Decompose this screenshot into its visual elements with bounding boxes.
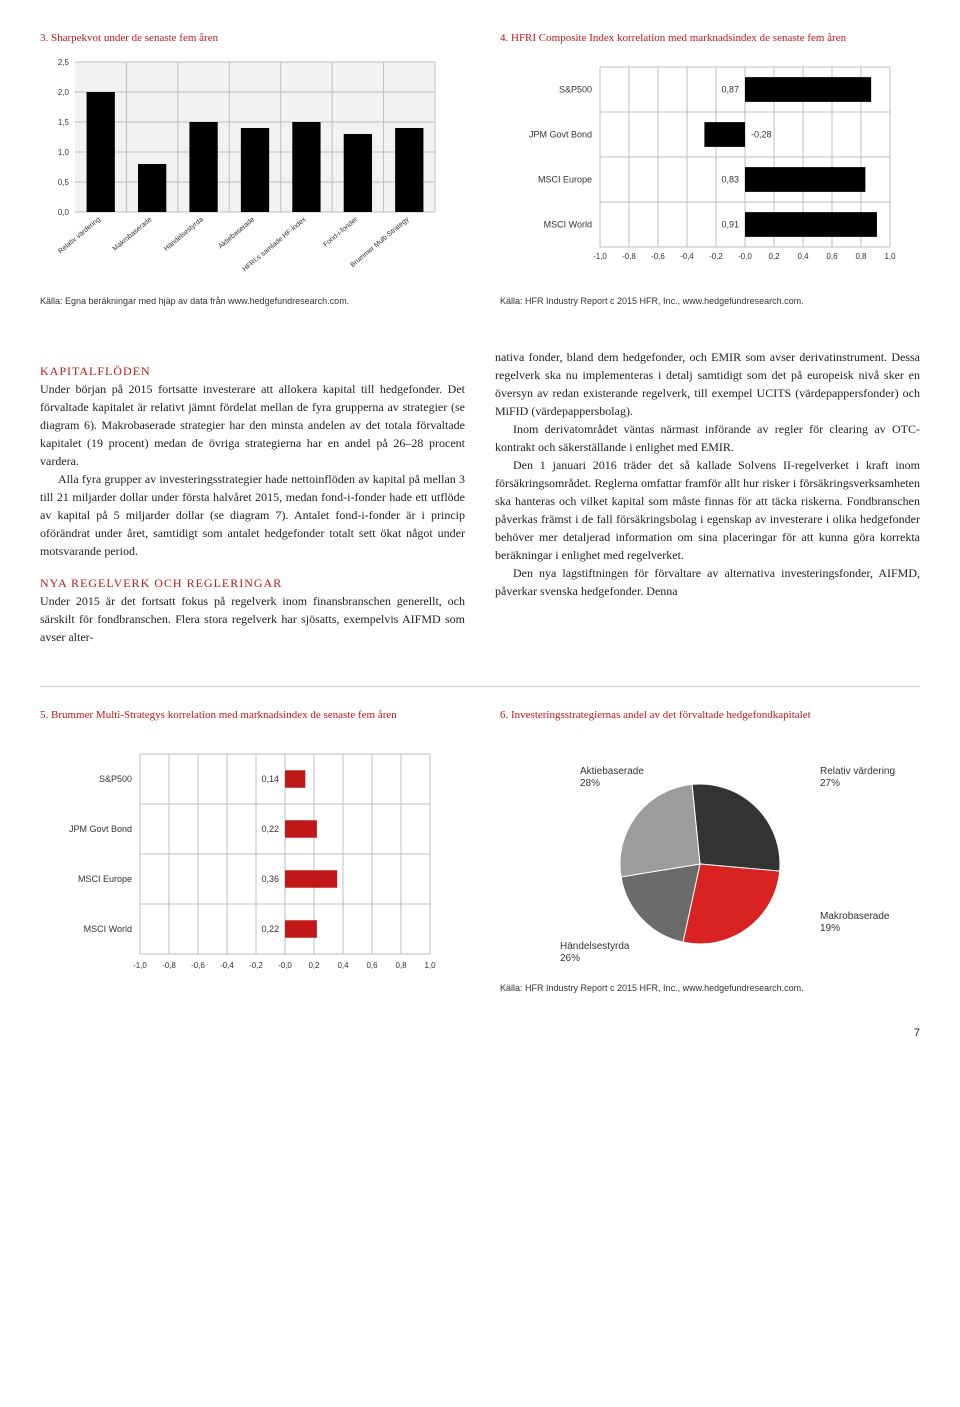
svg-text:-0,4: -0,4 [680,252,694,261]
svg-text:Händelsestyrda: Händelsestyrda [560,941,630,952]
svg-text:26%: 26% [560,953,580,964]
svg-text:1,0: 1,0 [58,148,70,157]
svg-text:19%: 19% [820,923,840,934]
chart4-svg: -1,0 -0,8 -0,6 -0,4 -0,2 -0,0 0,2 0,4 0,6 0,8 1,0 S… [500,57,910,287]
svg-text:Makrobaserade: Makrobaserade [112,216,154,253]
svg-text:Relativ värdering: Relativ värdering [820,766,895,777]
svg-text:-0,0: -0,0 [278,961,292,970]
body-para-2: Alla fyra grupper av investeringsstrateg… [40,470,465,560]
svg-text:Händelsestyrda: Händelsestyrda [163,216,205,253]
svg-text:1,5: 1,5 [58,118,70,127]
svg-text:-1,0: -1,0 [133,961,147,970]
svg-text:1,0: 1,0 [884,252,896,261]
svg-text:Aktiebaserade: Aktiebaserade [217,216,256,250]
svg-text:0,22: 0,22 [261,824,279,834]
svg-text:0,5: 0,5 [58,178,70,187]
svg-text:2,0: 2,0 [58,88,70,97]
svg-text:-0,6: -0,6 [191,961,205,970]
svg-text:0,2: 0,2 [308,961,320,970]
svg-text:0,87: 0,87 [721,84,739,94]
svg-text:JPM Govt Bond: JPM Govt Bond [529,129,592,139]
svg-text:0,6: 0,6 [366,961,378,970]
svg-text:-0,8: -0,8 [622,252,636,261]
svg-text:-1,0: -1,0 [593,252,607,261]
svg-text:0,2: 0,2 [768,252,780,261]
body-para-7: Den nya lagstiftningen för förvaltare av… [495,564,920,600]
svg-text:Relativ värdering: Relativ värdering [57,216,102,255]
svg-text:MSCI Europe: MSCI Europe [78,874,132,884]
svg-text:0,22: 0,22 [261,924,279,934]
svg-text:27%: 27% [820,778,840,789]
svg-text:0,4: 0,4 [337,961,349,970]
svg-text:0,83: 0,83 [721,174,739,184]
svg-text:MSCI World: MSCI World [84,924,132,934]
svg-text:0,91: 0,91 [721,219,739,229]
svg-text:-0,2: -0,2 [249,961,263,970]
body-para-1: Under början på 2015 fortsatte investera… [40,380,465,470]
svg-text:0,6: 0,6 [826,252,838,261]
svg-text:MSCI World: MSCI World [544,219,592,229]
chart6-svg: Aktiebaserade28% Relativ värdering27% Makr… [500,734,910,974]
chart5-svg: -1,0 -0,8 -0,6 -0,4 -0,2 -0,0 0,2 0,4 0,6 0,8 1,0 S… [40,734,450,994]
svg-text:0,8: 0,8 [395,961,407,970]
heading-kapitalfloden: KAPITALFLÖDEN [40,362,465,380]
chart5-title: 5. Brummer Multi-Strategys korrelation m… [40,707,460,724]
chart3-svg: 0,0 0,5 1,0 1,5 2,0 2,5 Relativ värdering Makro… [40,57,450,287]
chart4-source: Källa: HFR Industry Report c 2015 HFR, I… [500,295,920,309]
svg-text:-0,4: -0,4 [220,961,234,970]
svg-text:0,4: 0,4 [797,252,809,261]
svg-text:0,36: 0,36 [261,874,279,884]
svg-text:JPM Govt Bond: JPM Govt Bond [69,824,132,834]
svg-text:Fond-i-fonder: Fond-i-fonder [322,215,359,248]
chart6-title: 6. Investeringsstrategiernas andel av de… [500,707,920,724]
body-para-3: Under 2015 är det fortsatt fokus på rege… [40,592,465,646]
svg-text:0,14: 0,14 [261,774,279,784]
body-para-5: Inom derivatområdet väntas närmast inför… [495,420,920,456]
svg-text:S&P500: S&P500 [99,774,132,784]
svg-text:Aktiebaserade: Aktiebaserade [580,766,644,777]
chart3-title: 3. Sharpekvot under de senaste fem åren [40,30,460,47]
svg-text:Brummer Multi-Strategy: Brummer Multi-Strategy [349,215,410,268]
page-number: 7 [40,1025,920,1042]
svg-text:1,0: 1,0 [424,961,436,970]
svg-text:-0,8: -0,8 [162,961,176,970]
svg-text:-0,2: -0,2 [709,252,723,261]
svg-text:0,8: 0,8 [855,252,867,261]
svg-text:-0,6: -0,6 [651,252,665,261]
svg-text:-0,0: -0,0 [738,252,752,261]
svg-text:S&P500: S&P500 [559,84,592,94]
body-para-4: nativa fonder, bland dem hedgefonder, oc… [495,348,920,420]
chart4-title: 4. HFRI Composite Index korrelation med … [500,30,920,47]
svg-text:28%: 28% [580,778,600,789]
svg-text:MSCI Europe: MSCI Europe [538,174,592,184]
body-para-6: Den 1 januari 2016 träder det så kallade… [495,456,920,564]
svg-text:-0,28: -0,28 [751,129,772,139]
heading-regelverk: NYA REGELVERK OCH REGLERINGAR [40,574,465,592]
chart3-source: Källa: Egna beräkningar med hjäp av data… [40,295,460,309]
svg-text:Makrobaserade: Makrobaserade [820,911,890,922]
svg-text:0,0: 0,0 [58,208,70,217]
svg-text:2,5: 2,5 [58,58,70,67]
chart6-source: Källa: HFR Industry Report c 2015 HFR, I… [500,982,920,996]
